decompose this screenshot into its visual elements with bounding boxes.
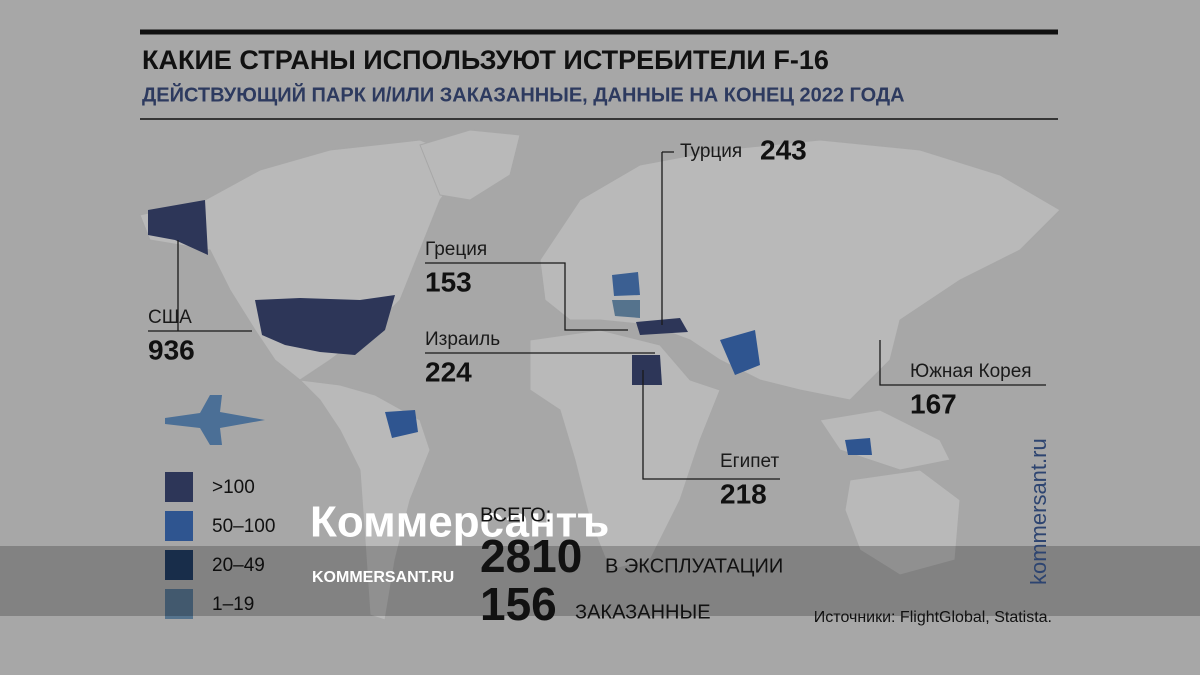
legend-swatch [165,511,193,541]
country-name: Израиль [425,329,500,350]
leader-line [642,370,780,480]
alaska-highlight [148,200,208,255]
country-name: Турция [680,141,742,162]
greenland [419,129,521,201]
turkey-highlight [636,318,688,335]
legend-swatch [165,472,193,502]
country-name: Греция [425,239,487,260]
country-value: 218 [720,478,767,509]
world-map [139,129,1061,621]
watermark-band [0,546,1200,616]
leader-line [661,151,674,325]
leader-line [879,340,1046,386]
country-value: 153 [425,266,472,297]
poland-highlight [612,272,640,296]
eurasia [539,139,1061,401]
watermark-url: KOMMERSANT.RU [312,569,454,586]
total-value: 2810 [480,530,582,582]
country-value: 243 [760,134,807,165]
subtitle: ДЕЙСТВУЮЩИЙ ПАРК И/ИЛИ ЗАКАЗАННЫЕ, ДАННЫ… [142,82,905,106]
legend-label: 50–100 [212,516,275,537]
country-name: США [148,307,192,328]
legend-swatch [165,589,193,619]
watermark-logo: Коммерсантъ [310,498,609,547]
pakistan-highlight [720,330,760,375]
legend: >100 50–100 20–49 1–19 [165,472,275,619]
side-url: kommersant.ru [1026,438,1051,585]
legend-label: 20–49 [212,555,265,576]
jet-icon [165,395,265,445]
egypt-highlight [632,355,662,385]
callouts: США 936 Греция 153 Израиль 224 Турция 243 Египет… [148,134,1046,509]
country-value: 936 [148,334,195,365]
title: КАКИЕ СТРАНЫ ИСПОЛЬЗУЮТ ИСТРЕБИТЕЛИ F-16 [142,45,829,75]
venezuela-highlight [385,410,418,438]
country-name: Южная Корея [910,361,1032,382]
totals-label: ВСЕГО: [480,504,551,526]
legend-label: >100 [212,477,255,498]
country-name: Египет [720,451,779,472]
total-value: 156 [480,578,557,630]
total-caption: В ЭКСПЛУАТАЦИИ [605,555,783,577]
romania-highlight [612,300,640,318]
leader-line [148,240,252,332]
legend-swatch [165,550,193,580]
source: Источники: FlightGlobal, Statista. [814,609,1052,626]
legend-label: 1–19 [212,594,254,615]
leader-line [425,262,628,331]
south-america [298,379,431,621]
australia [844,469,961,576]
indonesia-highlight [845,438,872,455]
country-value: 224 [425,356,472,387]
southeast-asia-islands [819,409,951,471]
usa-highlight [255,295,395,355]
africa [529,329,721,571]
country-value: 167 [910,388,957,419]
total-caption: ЗАКАЗАННЫЕ [575,601,711,623]
